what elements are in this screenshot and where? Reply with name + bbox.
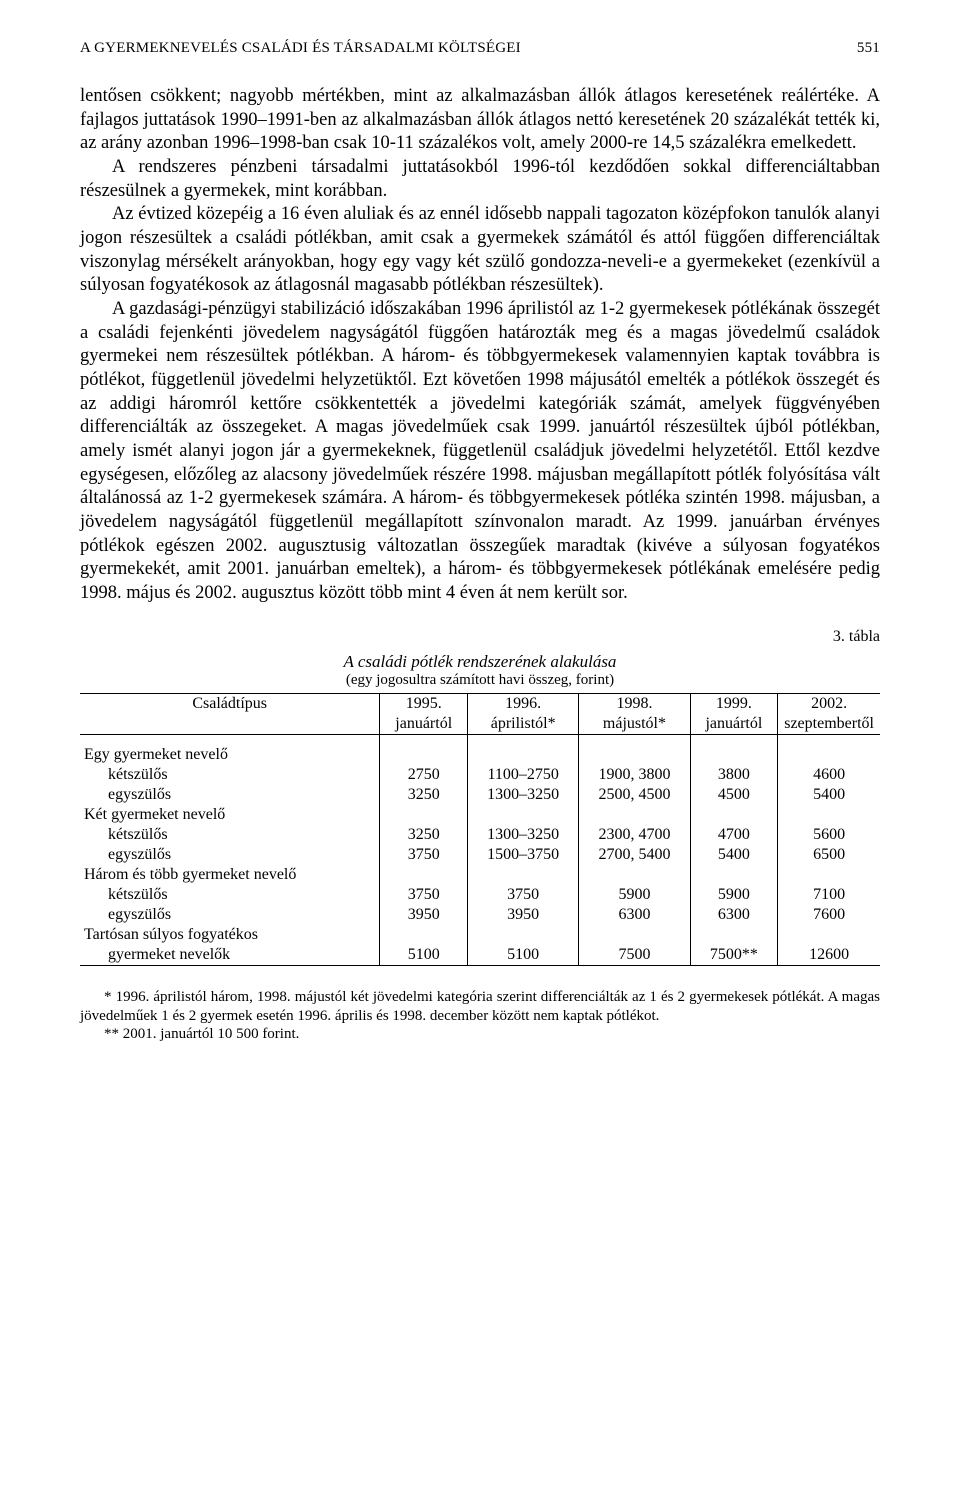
cell: 4700 bbox=[690, 825, 778, 845]
table-row: egyszülős 3250 1300–3250 2500, 4500 4500… bbox=[80, 785, 880, 805]
table-row: gyermeket nevelők 5100 5100 7500 7500** … bbox=[80, 945, 880, 966]
row-label: egyszülős bbox=[80, 905, 380, 925]
page-number: 551 bbox=[857, 40, 880, 57]
cell: 2300, 4700 bbox=[579, 825, 690, 845]
row-label: kétszülős bbox=[80, 825, 380, 845]
row-label: kétszülős bbox=[80, 765, 380, 785]
table-row: egyszülős 3950 3950 6300 6300 7600 bbox=[80, 905, 880, 925]
cell: 2500, 4500 bbox=[579, 785, 690, 805]
cell: 6500 bbox=[778, 845, 880, 865]
cell: 6300 bbox=[690, 905, 778, 925]
cell: 7500** bbox=[690, 945, 778, 966]
cell: 12600 bbox=[778, 945, 880, 966]
paragraph-4: A gazdasági-pénzügyi stabilizáció idősza… bbox=[80, 298, 880, 606]
cell: 4500 bbox=[690, 785, 778, 805]
table-row: Egy gyermeket nevelő bbox=[80, 745, 880, 765]
cell: 5100 bbox=[380, 945, 468, 966]
paragraph-3: Az évtized közepéig a 16 éven aluliak és… bbox=[80, 203, 880, 298]
cell: 2750 bbox=[380, 765, 468, 785]
cell: 5900 bbox=[579, 885, 690, 905]
row-label: kétszülős bbox=[80, 885, 380, 905]
footnote-2: ** 2001. januártól 10 500 forint. bbox=[80, 1025, 880, 1044]
cell: 5600 bbox=[778, 825, 880, 845]
col-head-1996b: áprilistól* bbox=[468, 714, 579, 735]
col-head-1999b: januártól bbox=[690, 714, 778, 735]
cell: 1500–3750 bbox=[468, 845, 579, 865]
row-label: Tartósan súlyos fogyatékos bbox=[80, 925, 380, 945]
row-label: Három és több gyermeket nevelő bbox=[80, 865, 380, 885]
cell: 3750 bbox=[468, 885, 579, 905]
cell: 7600 bbox=[778, 905, 880, 925]
cell: 1900, 3800 bbox=[579, 765, 690, 785]
cell: 5400 bbox=[690, 845, 778, 865]
running-title: A GYERMEKNEVELÉS CSALÁDI ÉS TÁRSADALMI K… bbox=[80, 40, 521, 57]
col-head-family-type: Családtípus bbox=[80, 693, 380, 734]
cell: 3950 bbox=[380, 905, 468, 925]
cell: 1300–3250 bbox=[468, 785, 579, 805]
table-row: Tartósan súlyos fogyatékos bbox=[80, 925, 880, 945]
page: A GYERMEKNEVELÉS CSALÁDI ÉS TÁRSADALMI K… bbox=[0, 0, 960, 1094]
cell: 2700, 5400 bbox=[579, 845, 690, 865]
col-head-1995b: januártól bbox=[380, 714, 468, 735]
cell: 1100–2750 bbox=[468, 765, 579, 785]
col-head-1998a: 1998. bbox=[579, 693, 690, 714]
paragraph-2: A rendszeres pénzbeni társadalmi juttatá… bbox=[80, 156, 880, 203]
table-label: 3. tábla bbox=[80, 628, 880, 646]
body-text: lentősen csökkent; nagyobb mértékben, mi… bbox=[80, 85, 880, 606]
table-row: kétszülős 3750 3750 5900 5900 7100 bbox=[80, 885, 880, 905]
row-label: egyszülős bbox=[80, 785, 380, 805]
col-head-1995a: 1995. bbox=[380, 693, 468, 714]
cell: 4600 bbox=[778, 765, 880, 785]
row-label: Egy gyermeket nevelő bbox=[80, 745, 380, 765]
table-title: A családi pótlék rendszerének alakulása bbox=[80, 652, 880, 672]
cell: 3750 bbox=[380, 885, 468, 905]
table-subtitle: (egy jogosultra számított havi összeg, f… bbox=[80, 672, 880, 689]
footnote-1: * 1996. áprilistól három, 1998. májustól… bbox=[80, 988, 880, 1026]
footnotes: * 1996. áprilistól három, 1998. májustól… bbox=[80, 988, 880, 1044]
row-label: Két gyermeket nevelő bbox=[80, 805, 380, 825]
col-head-1999a: 1999. bbox=[690, 693, 778, 714]
col-head-1996a: 1996. bbox=[468, 693, 579, 714]
col-head-2002b: szeptembertől bbox=[778, 714, 880, 735]
cell: 3250 bbox=[380, 825, 468, 845]
col-head-1998b: májustól* bbox=[579, 714, 690, 735]
running-header: A GYERMEKNEVELÉS CSALÁDI ÉS TÁRSADALMI K… bbox=[80, 40, 880, 57]
cell: 1300–3250 bbox=[468, 825, 579, 845]
table-row: kétszülős 3250 1300–3250 2300, 4700 4700… bbox=[80, 825, 880, 845]
cell: 7500 bbox=[579, 945, 690, 966]
cell: 5900 bbox=[690, 885, 778, 905]
cell: 3750 bbox=[380, 845, 468, 865]
cell: 3250 bbox=[380, 785, 468, 805]
table-row: Két gyermeket nevelő bbox=[80, 805, 880, 825]
table-row: kétszülős 2750 1100–2750 1900, 3800 3800… bbox=[80, 765, 880, 785]
cell: 6300 bbox=[579, 905, 690, 925]
cell: 3950 bbox=[468, 905, 579, 925]
cell: 3800 bbox=[690, 765, 778, 785]
cell: 5100 bbox=[468, 945, 579, 966]
paragraph-1: lentősen csökkent; nagyobb mértékben, mi… bbox=[80, 85, 880, 156]
table-body: Egy gyermeket nevelő kétszülős 2750 1100… bbox=[80, 734, 880, 965]
table-row: egyszülős 3750 1500–3750 2700, 5400 5400… bbox=[80, 845, 880, 865]
row-label: gyermeket nevelők bbox=[80, 945, 380, 966]
cell: 5400 bbox=[778, 785, 880, 805]
cell: 7100 bbox=[778, 885, 880, 905]
table-row: Három és több gyermeket nevelő bbox=[80, 865, 880, 885]
row-label: egyszülős bbox=[80, 845, 380, 865]
data-table: Családtípus 1995. 1996. 1998. 1999. 2002… bbox=[80, 693, 880, 966]
col-head-2002a: 2002. bbox=[778, 693, 880, 714]
